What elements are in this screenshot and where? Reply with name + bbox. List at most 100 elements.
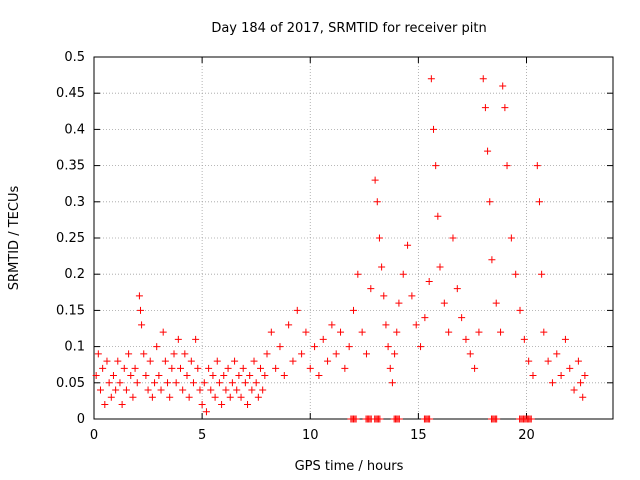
data-point — [538, 270, 546, 278]
data-point — [170, 350, 178, 358]
data-point — [412, 321, 420, 329]
y-tick-label: 0.5 — [64, 50, 85, 65]
data-point — [226, 393, 234, 401]
y-tick-label: 0.05 — [56, 376, 85, 391]
data-point — [94, 350, 102, 358]
data-point — [196, 386, 204, 394]
data-point — [101, 401, 109, 409]
data-point — [267, 328, 275, 336]
data-point — [432, 162, 440, 170]
data-point — [492, 299, 500, 307]
data-points — [92, 75, 589, 423]
data-point — [172, 379, 180, 387]
data-point — [417, 343, 425, 351]
data-point — [486, 198, 494, 206]
data-point — [218, 401, 226, 409]
data-point — [179, 386, 187, 394]
data-point — [146, 357, 154, 365]
data-point — [202, 408, 210, 416]
data-point — [358, 328, 366, 336]
data-point — [499, 82, 507, 90]
data-point — [581, 372, 589, 380]
data-point — [395, 299, 403, 307]
data-point — [362, 350, 370, 358]
data-point — [533, 162, 541, 170]
data-point — [231, 357, 239, 365]
data-point — [579, 393, 587, 401]
data-point — [501, 104, 509, 112]
data-point — [151, 379, 159, 387]
data-point — [426, 415, 434, 423]
data-point — [205, 364, 213, 372]
data-point — [259, 386, 267, 394]
data-point — [185, 393, 193, 401]
data-point — [332, 350, 340, 358]
data-point — [535, 198, 543, 206]
data-point — [319, 335, 327, 343]
data-point — [378, 263, 386, 271]
data-point — [481, 104, 489, 112]
data-point — [328, 321, 336, 329]
data-point — [228, 379, 236, 387]
data-point — [241, 379, 249, 387]
data-point — [471, 364, 479, 372]
data-point — [200, 379, 208, 387]
data-point — [157, 386, 165, 394]
data-point — [527, 415, 535, 423]
data-point — [386, 364, 394, 372]
data-point — [574, 357, 582, 365]
data-point — [133, 379, 141, 387]
data-point — [129, 393, 137, 401]
data-point — [525, 357, 533, 365]
data-point — [384, 343, 392, 351]
data-point — [118, 401, 126, 409]
data-point — [131, 364, 139, 372]
data-point — [380, 292, 388, 300]
data-point — [425, 277, 433, 285]
data-point — [293, 306, 301, 314]
data-point — [520, 335, 528, 343]
data-point — [153, 343, 161, 351]
data-point — [250, 357, 258, 365]
x-tick-label: 15 — [410, 428, 427, 443]
data-point — [458, 314, 466, 322]
grid-lines — [94, 57, 613, 419]
data-point — [475, 328, 483, 336]
y-tick-label: 0.1 — [64, 340, 85, 355]
data-point — [548, 379, 556, 387]
data-point — [263, 350, 271, 358]
data-point — [209, 372, 217, 380]
data-point — [540, 328, 548, 336]
data-point — [114, 357, 122, 365]
data-point — [140, 350, 148, 358]
data-point — [315, 372, 323, 380]
y-tick-label: 0 — [77, 412, 85, 427]
data-point — [393, 328, 401, 336]
data-point — [306, 364, 314, 372]
data-point — [553, 350, 561, 358]
data-point — [561, 335, 569, 343]
x-axis-label: GPS time / hours — [295, 459, 404, 474]
data-point — [222, 386, 230, 394]
data-point — [138, 321, 146, 329]
data-point — [237, 393, 245, 401]
data-point — [148, 393, 156, 401]
data-point — [257, 364, 265, 372]
data-point — [92, 372, 100, 380]
data-point — [484, 147, 492, 155]
data-point — [375, 234, 383, 242]
data-point — [142, 372, 150, 380]
data-point — [177, 364, 184, 372]
data-point — [488, 256, 496, 264]
data-point — [391, 350, 399, 358]
data-point — [493, 415, 501, 423]
data-point — [289, 357, 297, 365]
data-point — [174, 335, 182, 343]
data-point — [244, 401, 252, 409]
data-point — [341, 364, 349, 372]
data-point — [248, 386, 256, 394]
data-point — [194, 364, 202, 372]
data-point — [107, 393, 115, 401]
data-point — [566, 364, 574, 372]
